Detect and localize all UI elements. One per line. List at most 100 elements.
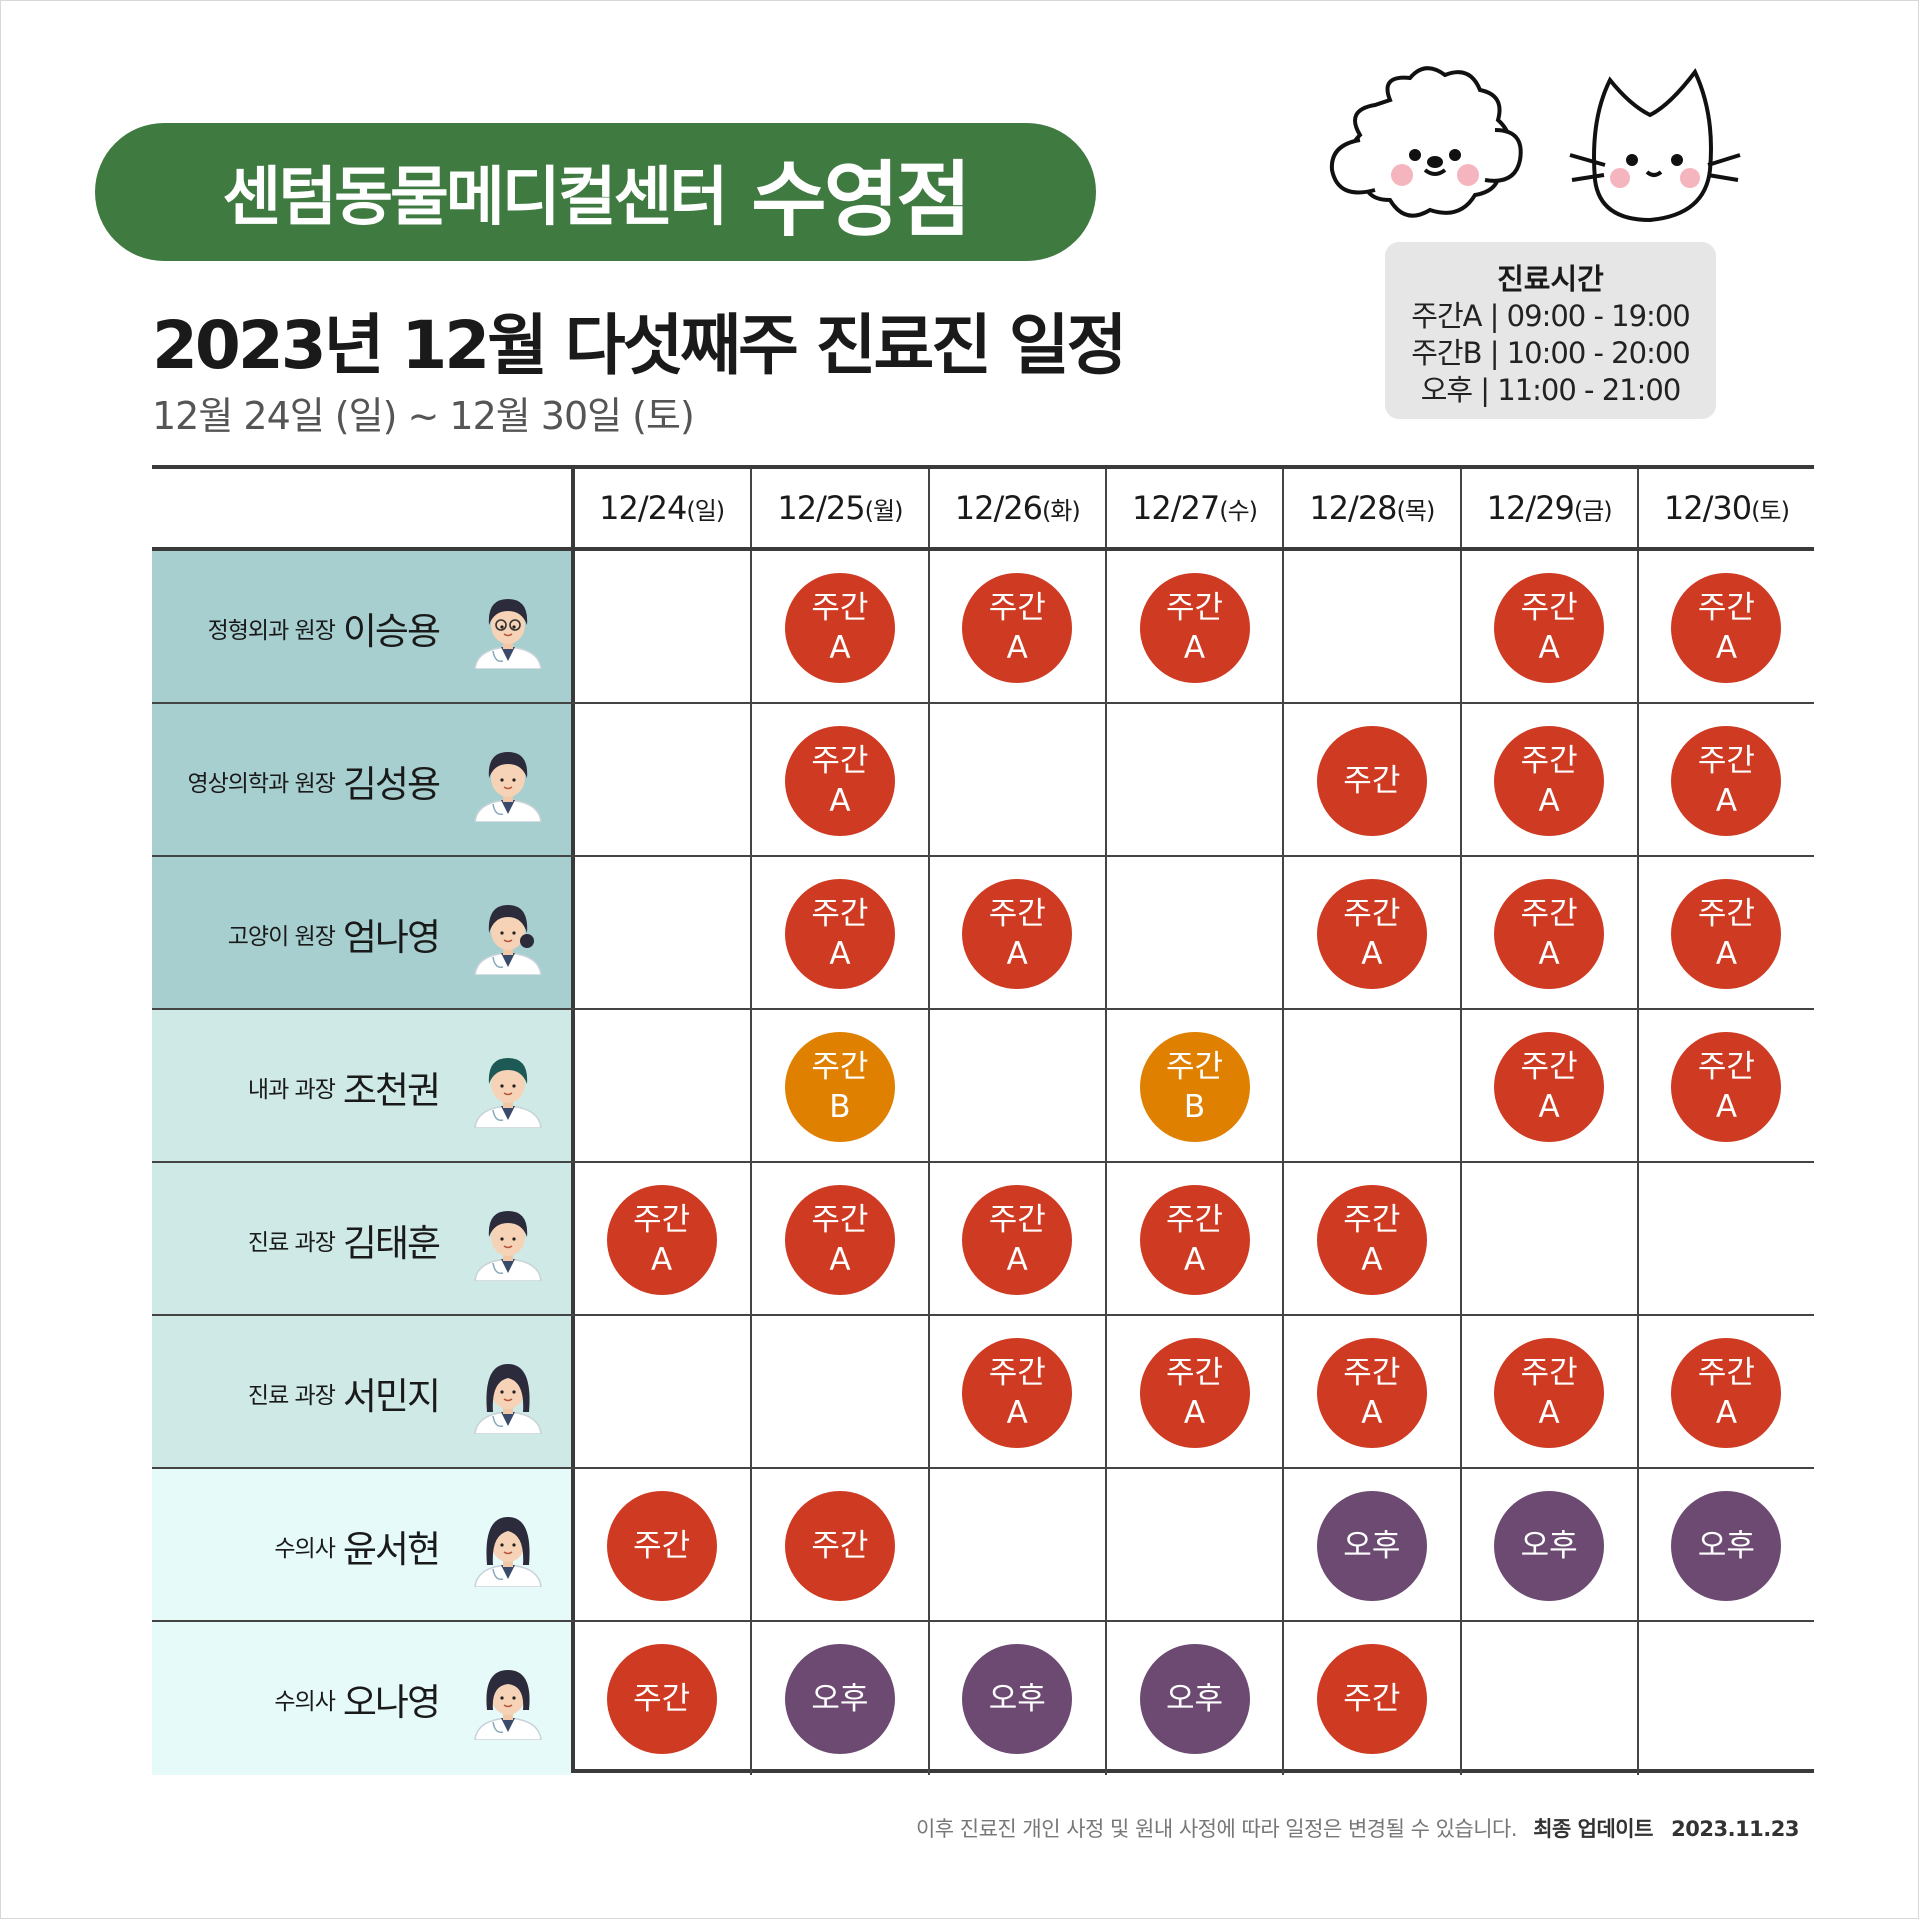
- shift-badge: 주간 A: [962, 1184, 1073, 1295]
- day-of-week: (토): [1751, 496, 1790, 525]
- schedule-cell: 오후: [1104, 1622, 1282, 1775]
- clinic-hours-box: 진료시간 주간A | 09:00 - 19:00 주간B | 10:00 - 2…: [1385, 242, 1716, 419]
- shift-variant: A: [1538, 629, 1560, 666]
- shift-badge: 주간 A: [1671, 572, 1782, 683]
- doctor-avatar-icon: [467, 1046, 549, 1129]
- shift-type: 주간: [988, 895, 1046, 932]
- shift-badge: 주간 A: [1671, 1031, 1782, 1142]
- doctor-name-block: 영상의학과 원장 김성용: [187, 704, 441, 857]
- doctor-name-block: 내과 과장 조천권: [248, 1010, 441, 1163]
- day-date: 12/24: [599, 489, 687, 527]
- schedule-cell: [1459, 1622, 1637, 1775]
- schedule-cell: 주간 A: [1636, 1010, 1814, 1163]
- schedule-cell: 주간 A: [1459, 1316, 1637, 1469]
- schedule-cell: 주간 A: [1459, 857, 1637, 1010]
- shift-type: 주간: [633, 1680, 691, 1717]
- day-of-week: (목): [1396, 496, 1436, 525]
- shift-badge: 오후: [1316, 1490, 1427, 1601]
- shift-variant: A: [1361, 935, 1383, 972]
- schedule-cell: 오후: [1282, 1469, 1459, 1622]
- shift-variant: A: [1006, 935, 1028, 972]
- shift-type: 주간: [988, 589, 1046, 626]
- doctor-role: 정형외과 원장: [207, 617, 336, 644]
- shift-type: 주간: [811, 895, 869, 932]
- doctor-label-cell: 영상의학과 원장 김성용: [152, 704, 571, 857]
- schedule-cell: 오후: [1636, 1469, 1814, 1622]
- doctor-name: 윤서현: [342, 1527, 441, 1571]
- day-date: 12/27: [1132, 489, 1220, 527]
- doctor-avatar-icon: [467, 1658, 549, 1741]
- shift-type: 주간: [1520, 1354, 1578, 1391]
- doctor-name: 김성용: [342, 762, 441, 806]
- shift-variant: A: [651, 1241, 673, 1278]
- shift-variant: A: [829, 935, 851, 972]
- shift-variant: B: [829, 1088, 851, 1125]
- doctor-avatar-icon: [467, 893, 549, 976]
- schedule-cell: [927, 704, 1105, 857]
- shift-badge: 오후: [1139, 1643, 1250, 1754]
- shift-variant: A: [1538, 782, 1560, 819]
- schedule-row: 수의사 오나영 주간 오후 오후 오후 주간: [152, 1622, 1814, 1775]
- schedule-cell: 주간 B: [1104, 1010, 1282, 1163]
- day-of-week: (일): [686, 496, 725, 525]
- row-divider: [152, 702, 1814, 704]
- day-header: 12/24 (일): [573, 469, 750, 547]
- schedule-cell: [1636, 1163, 1814, 1316]
- shift-type: 주간: [1166, 589, 1224, 626]
- schedule-cell: [927, 1010, 1105, 1163]
- schedule-cell: 주간 A: [927, 1163, 1105, 1316]
- doctor-name: 조천권: [342, 1068, 441, 1112]
- doctor-role: 고양이 원장: [227, 923, 336, 950]
- schedule-cell: 주간 A: [1282, 1316, 1459, 1469]
- schedule-cell: 주간 A: [1282, 857, 1459, 1010]
- shift-badge: 주간 A: [784, 1184, 895, 1295]
- schedule-cell: [573, 1010, 750, 1163]
- doctor-name-block: 진료 과장 김태훈: [247, 1163, 441, 1316]
- shift-type: 오후: [1343, 1527, 1401, 1564]
- schedule-cell: [573, 551, 750, 704]
- schedule-cell: 오후: [1459, 1469, 1637, 1622]
- schedule-cell: 주간 A: [1104, 1163, 1282, 1316]
- schedule-cell: [573, 704, 750, 857]
- shift-type: 주간: [1343, 895, 1401, 932]
- doctor-avatar-icon: [467, 1199, 549, 1282]
- schedule-cell: 주간 A: [1459, 1010, 1637, 1163]
- shift-type: 주간: [1697, 589, 1755, 626]
- shift-type: 주간: [633, 1527, 691, 1564]
- shift-badge: 주간: [784, 1490, 895, 1601]
- doctor-role: 진료 과장: [247, 1229, 336, 1256]
- doctor-name: 김태훈: [342, 1221, 441, 1265]
- hours-line: 주간A | 09:00 - 19:00: [1411, 299, 1690, 333]
- shift-badge: 주간 A: [784, 572, 895, 683]
- day-header: 12/25 (월): [750, 469, 927, 547]
- shift-badge: 주간 A: [1316, 1337, 1427, 1448]
- shift-type: 주간: [1343, 762, 1401, 799]
- shift-badge: 주간 A: [1671, 1337, 1782, 1448]
- doctor-name: 서민지: [342, 1374, 441, 1418]
- doctor-label-cell: 내과 과장 조천권: [152, 1010, 571, 1163]
- doctor-avatar-icon: [467, 740, 549, 823]
- schedule-row: 고양이 원장 엄나영 주간 A 주간 A 주간 A 주간 A 주간 A: [152, 857, 1814, 1010]
- shift-badge: 주간: [1316, 725, 1427, 836]
- shift-badge: 주간 A: [1494, 878, 1605, 989]
- day-header: 12/26 (화): [927, 469, 1105, 547]
- row-divider: [152, 1314, 1814, 1316]
- schedule-cell: 주간: [573, 1469, 750, 1622]
- schedule-row: 영상의학과 원장 김성용 주간 A 주간 주간 A 주간 A: [152, 704, 1814, 857]
- clinic-name: 센텀동물메디컬센터: [222, 161, 728, 235]
- clinic-banner: 센텀동물메디컬센터 수영점: [95, 123, 1096, 261]
- doctor-avatar-icon: [467, 1505, 549, 1588]
- footer-notice: 이후 진료진 개인 사정 및 원내 사정에 따라 일정은 변경될 수 있습니다.…: [916, 1813, 1800, 1843]
- doctor-label-cell: 수의사 윤서현: [152, 1469, 571, 1622]
- shift-badge: 주간: [1316, 1643, 1427, 1754]
- doctor-name-block: 고양이 원장 엄나영: [227, 857, 441, 1010]
- shift-type: 주간: [988, 1354, 1046, 1391]
- shift-type: 오후: [1520, 1527, 1578, 1564]
- shift-type: 주간: [1166, 1048, 1224, 1085]
- day-date: 12/28: [1309, 489, 1397, 527]
- hours-title: 진료시간: [1497, 262, 1604, 296]
- schedule-cell: 주간 A: [927, 1316, 1105, 1469]
- schedule-cell: 주간 A: [1104, 1316, 1282, 1469]
- shift-badge: 주간 A: [962, 572, 1073, 683]
- schedule-cell: 주간 A: [927, 857, 1105, 1010]
